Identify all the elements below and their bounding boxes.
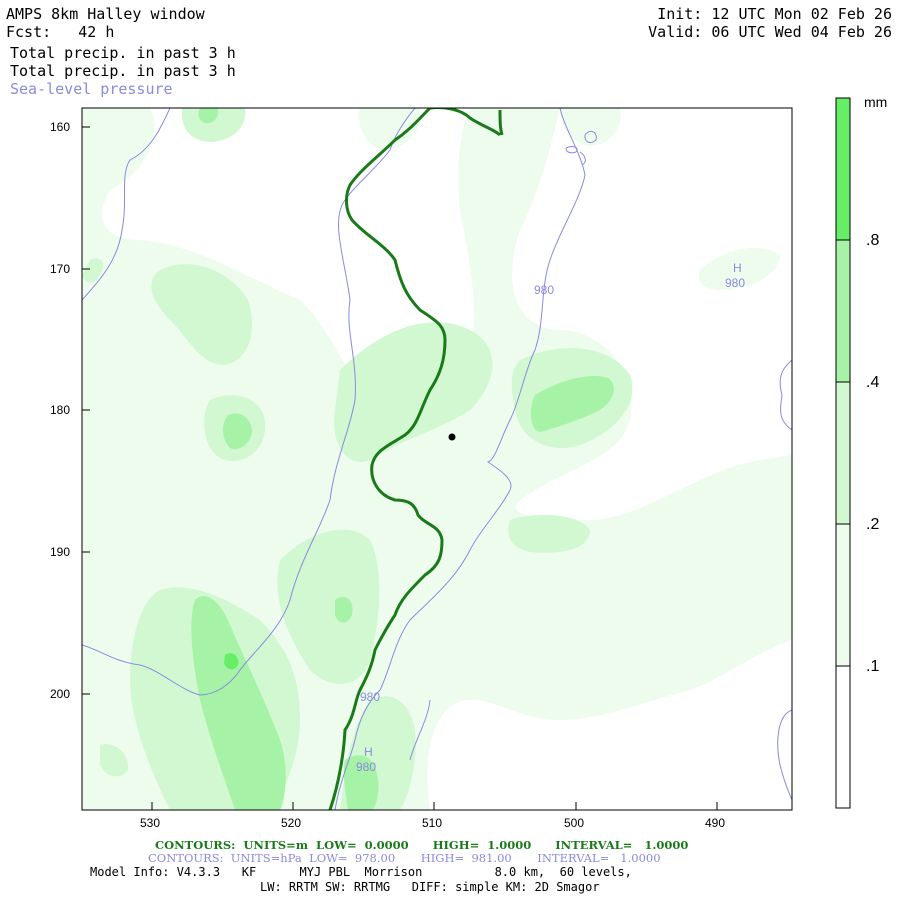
x-tick-label: 530 [140, 816, 161, 830]
colorbar-unit: mm [864, 94, 888, 110]
x-tick-label: 510 [422, 816, 443, 830]
high-value-2: 980 [356, 760, 377, 774]
map-title: AMPS 8km Halley window [6, 5, 205, 23]
coastline [328, 108, 504, 810]
plot-frame [81, 107, 793, 811]
isobar-label-1: 980 [534, 283, 555, 297]
axis-ticks [82, 126, 718, 810]
station-marker [448, 433, 456, 441]
y-tick-label: 190 [50, 545, 71, 559]
high-letter-2: H [364, 745, 373, 759]
field-label-1: Total precip. in past 3 h [10, 44, 236, 62]
high-value-1: 980 [725, 276, 746, 290]
contour-info-coast: CONTOURS: UNITS=m LOW= 0.0000 HIGH= 1.00… [155, 838, 689, 852]
valid-time: Valid: 06 UTC Wed 04 Feb 26 [648, 23, 892, 41]
init-time: Init: 12 UTC Mon 02 Feb 26 [657, 5, 892, 23]
model-info: Model Info: V4.3.3 KF MYJ PBL Morrison 8… [90, 865, 632, 879]
high-letter-1: H [733, 261, 742, 275]
y-tick-label: 160 [50, 120, 71, 134]
field-label-2: Total precip. in past 3 h [10, 62, 236, 80]
colorbar-label: .4 [866, 374, 880, 391]
precip-field [82, 108, 792, 810]
field-label-3: Sea-level pressure [10, 80, 173, 98]
x-tick-label: 520 [281, 816, 302, 830]
forecast-hour: Fcst: 42 h [6, 23, 115, 41]
x-tick-label: 490 [705, 816, 726, 830]
y-tick-label: 180 [50, 403, 71, 417]
physics-info: LW: RRTM SW: RRTMG DIFF: simple KM: 2D S… [260, 880, 600, 894]
isobar-label-2: 980 [360, 690, 381, 704]
colorbar [835, 97, 851, 809]
contour-info-pressure: CONTOURS: UNITS=hPa LOW= 978.00 HIGH= 98… [148, 851, 661, 865]
colorbar-label: .1 [866, 658, 880, 675]
x-tick-label: 500 [564, 816, 585, 830]
colorbar-label: .2 [866, 516, 880, 533]
colorbar-label: .8 [866, 232, 880, 249]
y-tick-label: 170 [50, 262, 71, 276]
y-tick-label: 200 [50, 687, 71, 701]
